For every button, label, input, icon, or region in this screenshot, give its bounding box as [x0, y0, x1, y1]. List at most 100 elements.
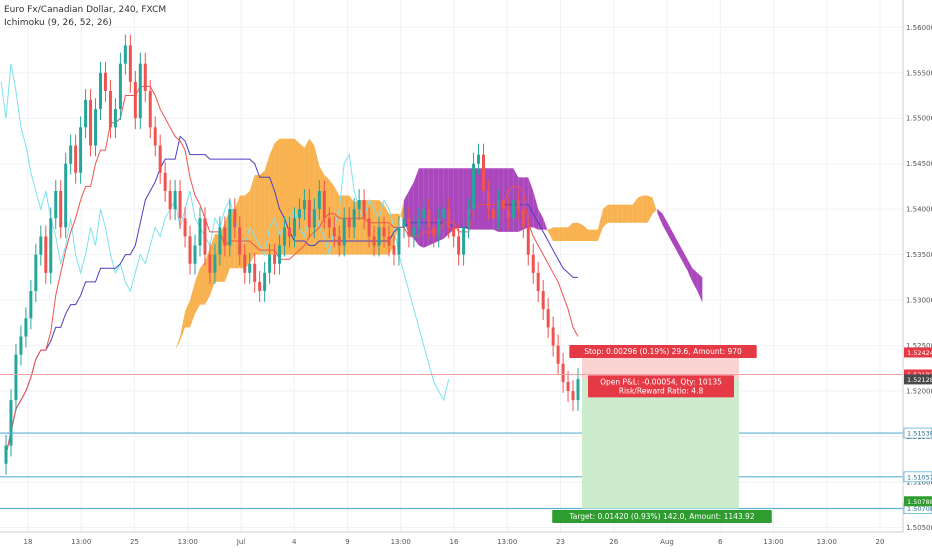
stop-label-text: Stop: 0.00296 (0.19%) 29.6, Amount: 970: [584, 347, 742, 356]
target-zone: [582, 379, 739, 509]
candle-body: [477, 154, 481, 164]
time-tick-label: 13:00: [391, 538, 411, 546]
candle-body: [103, 72, 107, 91]
cloud-segment: [592, 229, 598, 241]
price-tick-label: 1.51000: [906, 478, 932, 486]
candle-body: [521, 209, 525, 228]
cloud-segment: [209, 234, 215, 296]
candle-body: [312, 209, 316, 228]
candle-body: [34, 254, 38, 292]
candles: [4, 34, 580, 475]
candle-body: [302, 200, 306, 210]
cloud-segment: [667, 222, 673, 244]
candle-body: [273, 254, 277, 264]
cloud-segment: [662, 213, 668, 235]
candle-body: [223, 227, 227, 246]
cloud-segment: [249, 175, 255, 264]
cloud-segment: [617, 204, 623, 223]
cloud-segment: [657, 209, 663, 226]
candle-body: [551, 327, 555, 346]
candle-body: [193, 245, 197, 264]
candle-body: [258, 281, 262, 292]
cloud-segment: [568, 222, 574, 241]
price-tick-label: 1.55500: [906, 69, 932, 77]
candle-body: [208, 254, 212, 273]
cloud-segment: [145, 400, 151, 410]
candle-body: [153, 127, 157, 146]
candle-body: [228, 209, 232, 246]
time-tick-label: 13:00: [71, 538, 91, 546]
price-tick-label: 1.56000: [906, 24, 932, 32]
candle-body: [248, 263, 252, 273]
candle-body: [4, 445, 8, 464]
symbol-title[interactable]: Euro Fx/Canadian Dollar, 240, FXCM: [4, 5, 167, 15]
candle-body: [546, 309, 550, 328]
pnl-label: Open P&L: -0.00054, Qty: 10135Risk/Rewar…: [588, 375, 734, 398]
cloud-segment: [682, 250, 688, 271]
price-label-line: 1.51538: [903, 427, 932, 439]
candle-body: [49, 218, 53, 273]
cloud-segment: [632, 197, 638, 223]
cloud-segment: [563, 227, 569, 241]
candle-body: [561, 363, 565, 382]
price-tick-label: 1.55000: [906, 115, 932, 123]
cloud-segment: [597, 209, 603, 241]
candle-body: [571, 391, 575, 401]
cloud-segment: [274, 138, 280, 255]
candle-body: [128, 45, 132, 82]
candle-body: [407, 218, 411, 237]
time-tick-label: 9: [345, 538, 349, 546]
candle-body: [566, 381, 570, 392]
price-tick-label: 1.53000: [906, 297, 932, 305]
cloud-segment: [553, 227, 559, 241]
indicator-title[interactable]: Ichimoku (9, 26, 52, 26): [4, 18, 112, 28]
time-tick-label: 4: [292, 538, 297, 546]
candle-body: [501, 200, 505, 210]
price-label-bg: [904, 496, 932, 507]
cloud-segment: [423, 168, 429, 248]
candle-body: [118, 63, 122, 110]
candle-body: [183, 218, 187, 237]
price-axis: 1.505001.510001.515001.520001.525001.530…: [902, 0, 932, 550]
time-tick-label: 13:00: [817, 538, 837, 546]
candle-body: [9, 400, 13, 446]
legend: Euro Fx/Canadian Dollar, 240, FXCM Ichim…: [4, 4, 166, 30]
time-tick-label: Jul: [236, 538, 246, 546]
candle-body: [432, 227, 436, 237]
candle-body: [382, 227, 386, 237]
candle-body: [268, 254, 272, 273]
time-tick-label: 25: [130, 538, 139, 546]
candle-body: [278, 245, 282, 264]
candle-body: [442, 209, 446, 219]
candle-body: [516, 200, 520, 210]
price-tick-label: 1.52000: [906, 388, 932, 396]
candle-body: [218, 227, 222, 255]
candle-body: [283, 227, 287, 246]
cloud-segment: [582, 225, 588, 241]
price-tick-label: 1.53500: [906, 251, 932, 259]
candle-body: [168, 190, 172, 210]
candle-body: [322, 190, 326, 219]
cloud-segment: [612, 204, 618, 223]
candle-body: [99, 72, 102, 110]
candle-body: [24, 318, 28, 337]
candle-body: [74, 145, 78, 173]
pnl-label-text: Risk/Reward Ratio: 4.8: [619, 386, 704, 395]
candle-body: [462, 227, 466, 255]
candle-body: [133, 81, 137, 119]
price-label-text: 1.50708: [907, 505, 932, 513]
cloud-segment: [443, 168, 449, 239]
cloud-segment: [533, 190, 539, 230]
candle-body: [14, 354, 18, 401]
time-tick-label: 26: [609, 538, 618, 546]
candle-body: [173, 190, 177, 210]
candle-body: [397, 227, 401, 255]
cloud-segment: [199, 261, 205, 305]
cloud-segment: [175, 336, 181, 351]
candle-body: [417, 218, 421, 228]
candle-body: [357, 200, 361, 210]
cloud-segment: [279, 138, 285, 255]
price-tick-label: 1.52500: [906, 342, 932, 350]
